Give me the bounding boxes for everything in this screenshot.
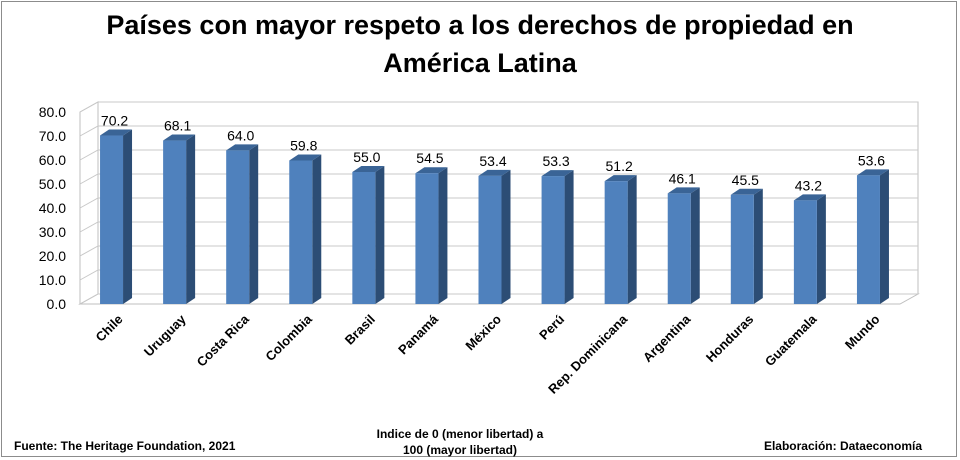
y-tick-label: 80.0	[39, 104, 66, 120]
x-tick-label: Argentina	[640, 311, 694, 365]
bar-top	[793, 194, 826, 201]
y-tick-label: 30.0	[39, 224, 66, 240]
bar	[604, 181, 628, 304]
scale-note-line-1: Indice de 0 (menor libertad) a	[376, 427, 544, 441]
y-tick-label: 20.0	[39, 248, 66, 264]
bar	[856, 175, 880, 304]
bar	[730, 194, 754, 304]
bar	[478, 175, 502, 304]
x-tick-label: Brasil	[342, 312, 378, 348]
bar-side	[186, 134, 196, 304]
x-tick-label: Uruguay	[141, 311, 189, 359]
bar-side	[690, 187, 700, 304]
data-label: 43.2	[795, 177, 822, 193]
gridline	[79, 245, 918, 257]
y-tick-label: 60.0	[39, 152, 66, 168]
data-label: 45.5	[732, 172, 759, 188]
x-tick-label: Honduras	[703, 312, 757, 366]
bar-top	[100, 129, 133, 136]
data-label: 46.1	[669, 170, 696, 186]
bar-side	[816, 194, 826, 304]
gridline	[79, 101, 918, 113]
bar	[793, 200, 817, 304]
bar-side	[879, 169, 889, 304]
x-tick-label: Panamá	[395, 311, 441, 357]
bar-top	[226, 144, 259, 151]
x-tick-label: Colombia	[262, 311, 315, 364]
data-label: 53.4	[479, 153, 506, 169]
data-label: 55.0	[353, 149, 380, 165]
data-label: 59.8	[290, 137, 317, 153]
bar-top	[163, 134, 196, 141]
bar-side	[564, 170, 574, 304]
bar-side	[438, 167, 448, 304]
gridline	[79, 173, 918, 185]
bar-side	[627, 175, 637, 304]
bar-side	[123, 129, 133, 304]
bar-side	[312, 154, 322, 304]
bar	[667, 193, 691, 304]
gridline	[79, 269, 918, 281]
bar-top	[730, 188, 763, 195]
y-tick-label: 40.0	[39, 200, 66, 216]
gridline	[79, 221, 918, 233]
x-tick-label: Costa Rica	[194, 311, 253, 370]
bar-top	[352, 166, 385, 172]
data-label: 51.2	[606, 158, 633, 174]
data-label: 64.0	[227, 127, 254, 143]
x-tick-label: Perú	[536, 311, 567, 342]
y-tick-label: 10.0	[39, 272, 66, 288]
source-note: Fuente: The Heritage Foundation, 2021	[14, 439, 236, 453]
credit-note: Elaboración: Dataeconomía	[763, 439, 922, 453]
scale-note: Indice de 0 (menor libertad) a 100 (mayo…	[340, 426, 580, 458]
data-label: 68.1	[164, 118, 191, 134]
bar	[541, 176, 565, 304]
bar-top	[541, 170, 574, 177]
bar	[415, 173, 439, 304]
chart-title: Países con mayor respeto a los derechos …	[0, 6, 960, 82]
data-label: 54.5	[416, 150, 443, 166]
scale-note-line-2: 100 (mayor libertad)	[402, 443, 518, 457]
gridline	[79, 125, 918, 137]
bar-side	[375, 166, 385, 304]
bar-side	[501, 169, 511, 304]
bar-top	[604, 175, 637, 182]
y-tick-label: 0.0	[47, 296, 67, 312]
title-line-1: Países con mayor respeto a los derechos …	[106, 10, 854, 40]
x-tick-label: Guatemala	[762, 311, 820, 369]
x-tick-label: Chile	[93, 312, 126, 345]
data-label: 53.6	[858, 152, 885, 168]
x-tick-label: Mundo	[842, 311, 883, 352]
bar-side	[753, 188, 763, 304]
bar	[352, 172, 376, 304]
title-line-2: América Latina	[383, 48, 577, 78]
bar-top	[856, 169, 889, 176]
bar	[100, 135, 124, 304]
bar-top	[415, 167, 448, 174]
bar	[289, 160, 313, 304]
gridline	[79, 197, 918, 209]
bar	[163, 140, 187, 304]
y-tick-label: 50.0	[39, 176, 66, 192]
gridline	[79, 293, 918, 305]
bar-top	[289, 154, 322, 161]
x-tick-label: México	[462, 311, 504, 353]
y-tick-label: 70.0	[39, 128, 66, 144]
bar-top	[478, 169, 511, 176]
data-label: 70.2	[101, 113, 128, 129]
bar-side	[249, 144, 259, 304]
gridline	[79, 149, 918, 161]
bar	[226, 150, 250, 304]
bar-top	[667, 187, 700, 194]
data-label: 53.3	[542, 153, 569, 169]
